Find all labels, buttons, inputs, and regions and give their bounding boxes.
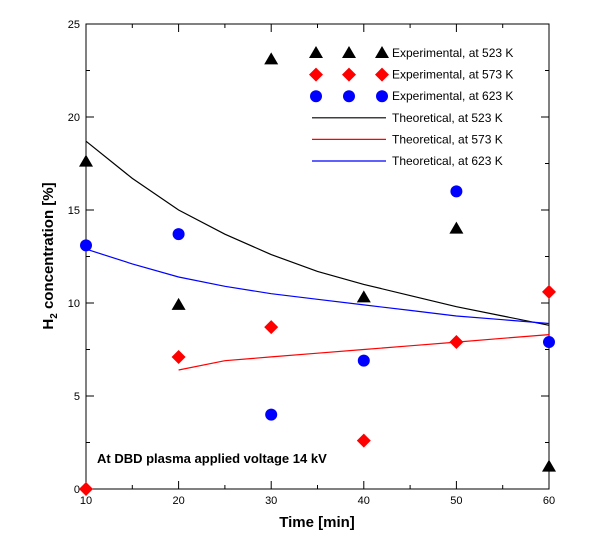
- series-line-4: [178, 334, 550, 371]
- series-1-point: [356, 433, 371, 448]
- legend-label-1: Experimental, at 573 K: [392, 68, 513, 82]
- legend-label-5: Theoretical, at 623 K: [392, 154, 503, 168]
- x-axis-title: Time [min]: [279, 514, 355, 531]
- series-0-point: [171, 297, 186, 310]
- legend-marker-2: [343, 90, 355, 103]
- y-tick-label: 0: [74, 484, 80, 496]
- y-tick-labels: 0 5 10 15 20 25: [68, 19, 80, 496]
- series-0-point: [264, 52, 279, 65]
- y-tick-label: 5: [74, 391, 80, 403]
- series-1-point: [171, 349, 186, 364]
- x-tick-label: 40: [358, 495, 370, 507]
- legend-marker-0: [375, 46, 389, 58]
- legend-label-3: Theoretical, at 523 K: [392, 111, 503, 125]
- series-2-point: [80, 239, 92, 252]
- series-0-point: [79, 154, 93, 167]
- series-2-point: [172, 228, 185, 241]
- x-tick-label: 20: [172, 495, 184, 507]
- series-0-point: [449, 221, 464, 234]
- y-tick-label: 25: [68, 19, 80, 31]
- series-1-point: [542, 284, 556, 299]
- legend-label-0: Experimental, at 523 K: [392, 46, 513, 60]
- y-axis-title: H2 concentration [%]: [40, 182, 60, 329]
- y-axis-title-subscript: 2: [49, 313, 60, 319]
- x-tick-label: 50: [450, 495, 462, 507]
- series-0-point: [542, 459, 556, 472]
- y-axis-title-rest: concentration [%]: [40, 182, 57, 313]
- theoretical-lines: [85, 140, 550, 371]
- legend-marker-1: [342, 67, 356, 82]
- legend-label-2: Experimental, at 623 K: [392, 89, 513, 103]
- series-line-3: [85, 140, 550, 326]
- y-tick-label: 20: [68, 112, 80, 124]
- legend-label-4: Theoretical, at 573 K: [392, 132, 503, 146]
- legend: Experimental, at 523 K Experimental, at 5…: [309, 46, 513, 168]
- series-0-point: [356, 290, 371, 303]
- experimental-markers: [79, 52, 556, 496]
- y-axis-title-main: H: [40, 319, 57, 330]
- series-2-point: [357, 354, 370, 367]
- series-2-point: [265, 408, 278, 421]
- x-tick-label: 30: [265, 495, 277, 507]
- annotation: At DBD plasma applied voltage 14 kV: [97, 451, 327, 466]
- series-1-point: [449, 335, 464, 350]
- series-2-point: [450, 185, 463, 198]
- y-tick-label: 15: [68, 205, 80, 217]
- y-tick-label: 10: [68, 298, 80, 310]
- series-1-point: [264, 320, 279, 335]
- legend-marker-1: [309, 67, 323, 82]
- legend-marker-0: [342, 46, 356, 58]
- x-tick-label: 60: [543, 495, 555, 507]
- x-tick-label: 10: [80, 495, 92, 507]
- series-line-5: [85, 248, 550, 325]
- legend-marker-1: [375, 67, 389, 82]
- x-tick-labels: 10 20 30 40 50 60: [80, 495, 555, 507]
- series-2-point: [543, 336, 555, 349]
- legend-marker-0: [309, 46, 323, 58]
- legend-marker-2: [376, 90, 388, 103]
- series-1-point: [79, 482, 93, 496]
- legend-marker-2: [310, 90, 322, 103]
